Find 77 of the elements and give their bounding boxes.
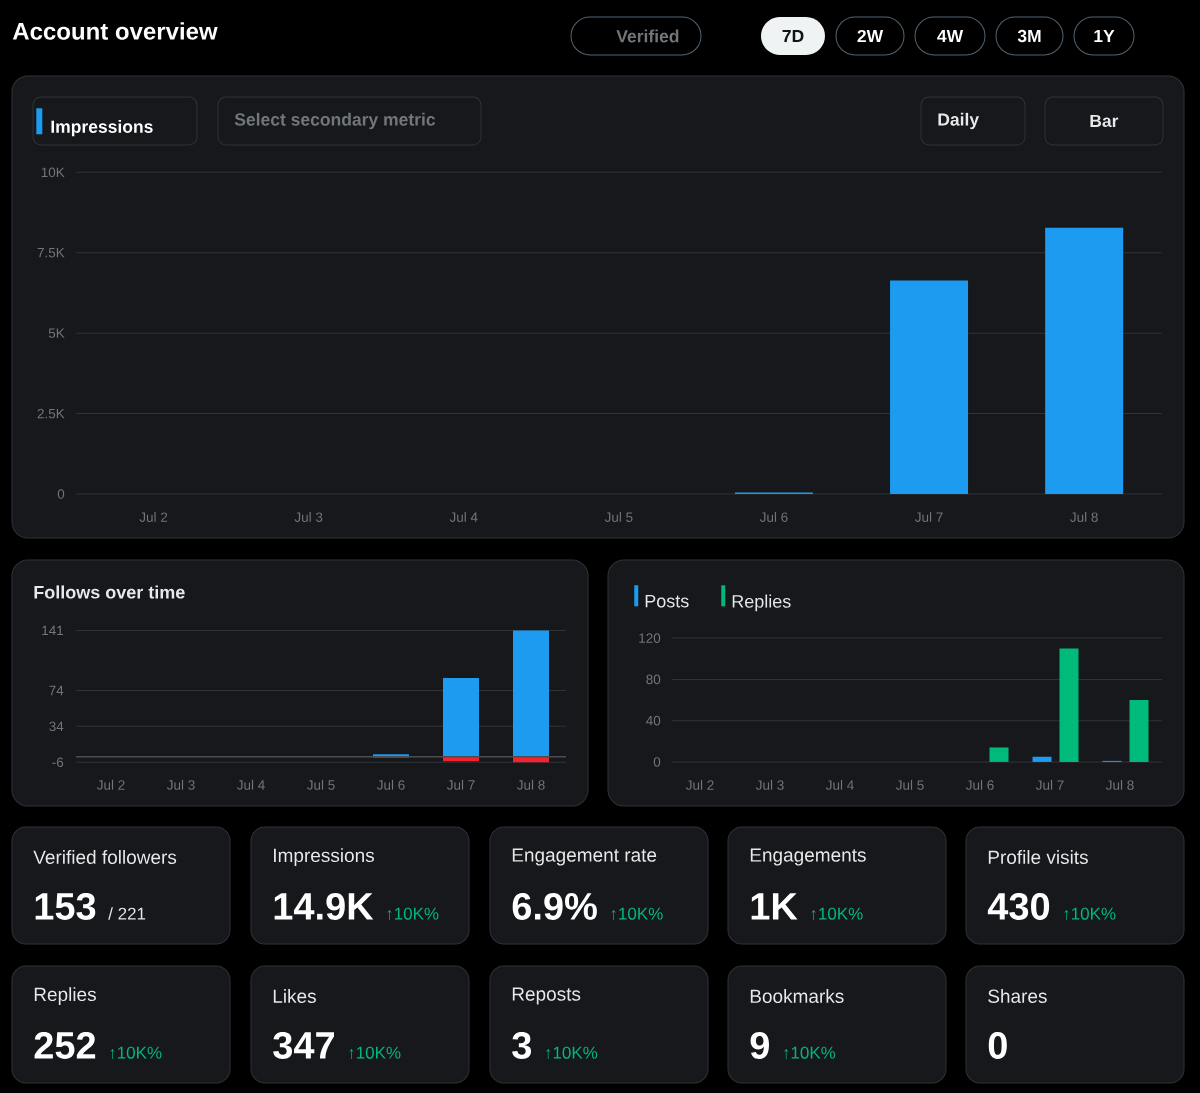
text: ↑10K% [611, 907, 663, 921]
x-tick-label: Jul 4 [236, 779, 265, 790]
text: 430 [987, 892, 1050, 920]
y-tick-label: 10K [41, 167, 65, 178]
text: Bar [1090, 114, 1119, 128]
y-tick-label: 40 [646, 715, 661, 726]
text: ↑10K% [784, 1046, 836, 1060]
x-tick-label: Jul 6 [759, 512, 788, 522]
category-label: Profile visits [988, 850, 1088, 864]
x-tick-label: Jul 5 [895, 779, 924, 790]
text: 14.9K [274, 892, 374, 920]
x-tick-label: Jul 7 [446, 779, 475, 790]
text: 2W [857, 29, 884, 43]
category-label: Shares [988, 989, 1047, 1003]
text: ↑10K% [1064, 907, 1116, 921]
category-label: Replies [34, 987, 96, 1005]
text: 9 [750, 1031, 769, 1059]
x-tick-label: Jul 8 [516, 779, 545, 790]
y-tick-label: 7.5K [37, 248, 65, 258]
text: ↑10K% [110, 1046, 162, 1060]
x-tick-label: Jul 4 [449, 512, 478, 522]
text: Daily [938, 112, 980, 130]
text: Verified [616, 29, 679, 43]
category-label: Engagement rate [512, 848, 657, 866]
x-tick-label: Jul 8 [1105, 779, 1134, 790]
text: ↑10K% [811, 907, 863, 921]
text: Account overview [12, 22, 218, 40]
text: 347 [273, 1031, 334, 1059]
text: 3 [512, 1031, 532, 1059]
legend-label: Impressions [51, 120, 153, 137]
x-tick-label: Jul 3 [166, 779, 195, 790]
text: 4W [937, 29, 964, 43]
text: ↑10K% [387, 907, 439, 921]
x-tick-label: Jul 3 [755, 779, 784, 790]
text: 153 [35, 892, 96, 920]
text: 0 [988, 1031, 1007, 1059]
text: Select secondary metric [234, 112, 436, 130]
chart-title: Follows over time [34, 585, 185, 599]
text: 3M [1017, 29, 1041, 43]
y-tick-label: 34 [49, 721, 64, 732]
text: ↑10K% [349, 1046, 401, 1060]
text: 6.9% [512, 892, 597, 920]
category-label: Verified followers [33, 850, 177, 864]
category-label: Likes [273, 989, 316, 1003]
y-tick-label: 2.5K [37, 408, 65, 419]
y-tick-label: 80 [646, 674, 661, 685]
x-tick-label: Jul 7 [915, 512, 943, 522]
text: ↑10K% [546, 1046, 598, 1060]
y-tick-label: 141 [42, 625, 64, 636]
y-tick-label: 74 [49, 685, 64, 696]
x-tick-label: Jul 2 [96, 779, 125, 790]
x-tick-label: Jul 2 [139, 512, 168, 522]
x-tick-label: Jul 2 [685, 779, 714, 790]
y-tick-label: -6 [52, 757, 64, 767]
x-tick-label: Jul 8 [1070, 512, 1098, 522]
category-label: Reposts [512, 987, 581, 1005]
x-tick-label: Jul 4 [825, 779, 854, 790]
y-tick-label: 0 [57, 489, 65, 499]
text: 252 [34, 1031, 96, 1059]
text: 7D [782, 29, 804, 43]
legend-label: Posts [645, 594, 689, 608]
x-tick-label: Jul 6 [965, 779, 994, 790]
text: / 221 [108, 907, 146, 920]
text: 1K [751, 893, 798, 920]
legend-label: Replies [732, 594, 791, 612]
category-label: Impressions [274, 848, 374, 866]
x-tick-label: Jul 5 [604, 512, 633, 522]
x-tick-label: Jul 6 [376, 779, 405, 790]
x-tick-label: Jul 3 [294, 512, 323, 522]
category-label: Bookmarks [750, 989, 844, 1003]
y-tick-label: 120 [639, 633, 661, 643]
text: 1Y [1094, 29, 1115, 43]
x-tick-label: Jul 7 [1035, 779, 1064, 790]
y-tick-label: 5K [48, 328, 65, 338]
y-tick-label: 0 [653, 757, 661, 767]
category-label: Engagements [750, 848, 866, 866]
x-tick-label: Jul 5 [306, 779, 335, 790]
